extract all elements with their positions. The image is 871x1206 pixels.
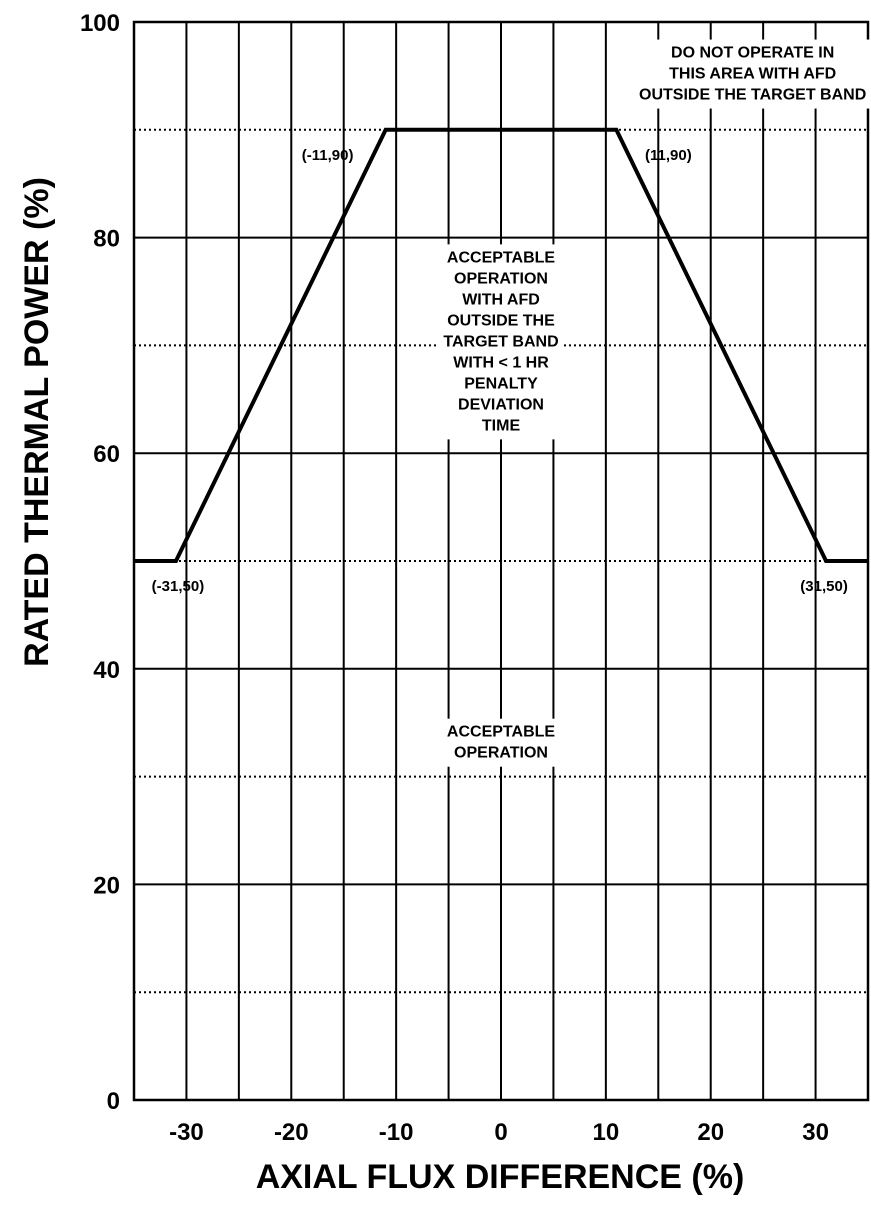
annotation-line: OUTSIDE THE TARGET BAND bbox=[639, 87, 866, 104]
x-tick-label: 20 bbox=[697, 1119, 724, 1146]
annotation-line: TARGET BAND bbox=[443, 333, 558, 350]
grid bbox=[132, 20, 870, 1102]
annotation-line: TIME bbox=[482, 417, 521, 434]
x-tick-label: -10 bbox=[379, 1119, 414, 1146]
point-label: (-11,90) bbox=[302, 147, 354, 164]
x-tick-label: 0 bbox=[494, 1119, 507, 1146]
annotations: DO NOT OPERATE IN THIS AREA WITH AFD OUTSI… bbox=[438, 39, 871, 767]
y-tick-label: 40 bbox=[93, 657, 120, 684]
point-label: (-31,50) bbox=[152, 578, 205, 595]
series bbox=[134, 127, 868, 563]
y-tick-label: 20 bbox=[93, 872, 120, 899]
annotation-line: DO NOT OPERATE IN bbox=[671, 45, 834, 62]
y-tick-label: 60 bbox=[93, 441, 120, 468]
x-tick-labels: -30 -20 -10 0 10 20 30 bbox=[169, 1119, 829, 1146]
annotation-line: DEVIATION bbox=[458, 396, 544, 413]
y-tick-labels: 0 20 40 60 80 100 bbox=[80, 10, 120, 1115]
x-tick-label: -30 bbox=[169, 1119, 204, 1146]
y-axis-title: RATED THERMAL POWER (%) bbox=[18, 177, 56, 667]
y-tick-label: 100 bbox=[80, 10, 120, 37]
series-line bbox=[134, 127, 868, 563]
x-tick-label: 10 bbox=[593, 1119, 620, 1146]
annotation-line: WITH AFD bbox=[462, 291, 540, 308]
annotation-line: ACCEPTABLE bbox=[447, 249, 555, 266]
y-tick-label: 80 bbox=[93, 226, 120, 253]
annotation-line: THIS AREA WITH AFD bbox=[669, 66, 836, 83]
x-tick-label: -20 bbox=[274, 1119, 309, 1146]
point-label: (11,90) bbox=[645, 147, 692, 164]
annotation-background bbox=[443, 718, 559, 767]
annotation-line: OUTSIDE THE bbox=[447, 312, 555, 329]
annotation-background bbox=[626, 39, 871, 109]
point-labels: (-11,90) (11,90) (-31,50) (31,50) bbox=[152, 147, 848, 595]
annotation-line: OPERATION bbox=[454, 745, 548, 762]
annotation-line: WITH < 1 HR bbox=[453, 354, 549, 371]
annotation-background bbox=[438, 244, 564, 440]
annotation-line: OPERATION bbox=[454, 270, 548, 287]
y-tick-label: 0 bbox=[107, 1088, 120, 1115]
x-tick-label: 30 bbox=[802, 1119, 829, 1146]
x-axis-title: AXIAL FLUX DIFFERENCE (%) bbox=[256, 1158, 745, 1196]
point-label: (31,50) bbox=[800, 578, 848, 595]
annotation-line: ACCEPTABLE bbox=[447, 724, 555, 741]
annotation-line: PENALTY bbox=[464, 375, 538, 392]
